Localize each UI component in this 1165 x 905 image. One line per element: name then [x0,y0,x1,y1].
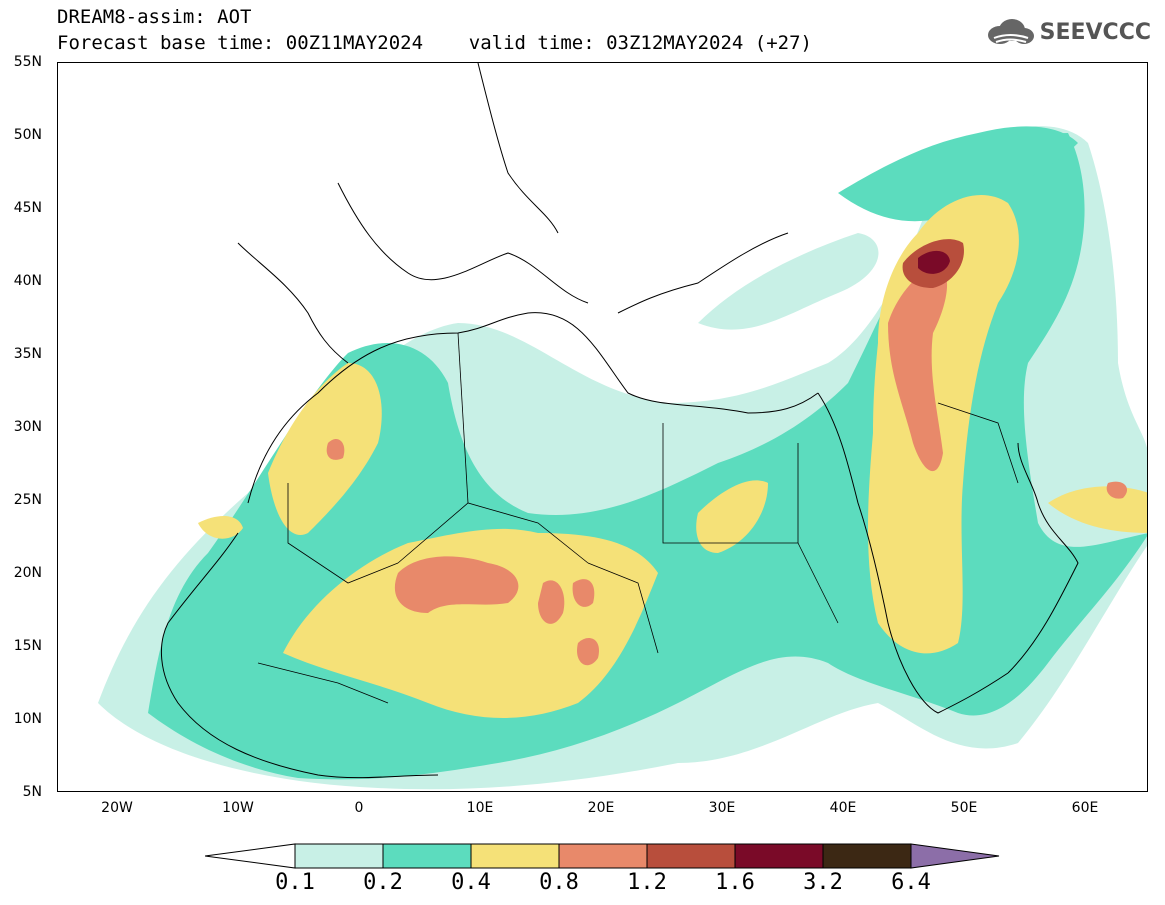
aot-map-canvas [98,63,1147,790]
aot-level-1.6 [918,250,950,274]
lon-label-40e: 40E [829,800,857,816]
lon-label-20w: 20W [101,800,133,816]
colorbar-label-6.4: 6.4 [891,870,931,895]
colorbar-segment-3.2 [822,843,912,869]
lon-label-0: 0 [354,800,364,816]
lon-label-30e: 30E [708,800,736,816]
lat-label-55n: 55N [13,54,42,70]
lat-label-25n: 25N [13,492,42,508]
coastlines [160,63,1079,779]
lat-label-50n: 50N [13,127,42,143]
colorbar-label-0.8: 0.8 [539,870,579,895]
lon-label-10e: 10E [466,800,494,816]
lat-label-40n: 40N [13,273,42,289]
brand-logo: SEEVCCC [984,18,1151,46]
lat-label-5n: 5N [22,784,42,800]
lat-label-10n: 10N [13,711,42,727]
map-title: DREAM8-assim: AOT [57,6,252,28]
colorbar-segment-0.2 [382,843,472,869]
colorbar-label-1.6: 1.6 [715,870,755,895]
aot-map [57,62,1148,792]
colorbar-segment-0.8 [558,843,648,869]
lon-label-10w: 10W [222,800,254,816]
country-borders [257,332,1019,704]
lat-label-45n: 45N [13,200,42,216]
brand-name: SEEVCCC [1039,19,1151,45]
colorbar-segment-0.1 [294,843,384,869]
colorbar-segment-under [205,843,296,869]
lat-label-30n: 30N [13,419,42,435]
colorbar-segment-1.6 [734,843,824,869]
colorbar-label-0.1: 0.1 [275,870,315,895]
colorbar [205,843,1000,869]
colorbar-label-3.2: 3.2 [803,870,843,895]
lon-label-60e: 60E [1071,800,1099,816]
lon-label-50e: 50E [950,800,978,816]
lat-label-15n: 15N [13,638,42,654]
aot-level-0.8 [326,263,1128,666]
forecast-times: Forecast base time: 00Z11MAY2024 valid t… [57,32,812,54]
lat-label-20n: 20N [13,565,42,581]
colorbar-label-0.2: 0.2 [363,870,403,895]
colorbar-segment-1.2 [646,843,736,869]
colorbar-segment-0.4 [470,843,560,869]
colorbar-label-0.4: 0.4 [451,870,491,895]
cloud-logo-icon [987,19,1034,44]
lat-label-35n: 35N [13,346,42,362]
lon-label-20e: 20E [587,800,615,816]
colorbar-label-1.2: 1.2 [627,870,667,895]
colorbar-segment-over [910,843,1000,869]
